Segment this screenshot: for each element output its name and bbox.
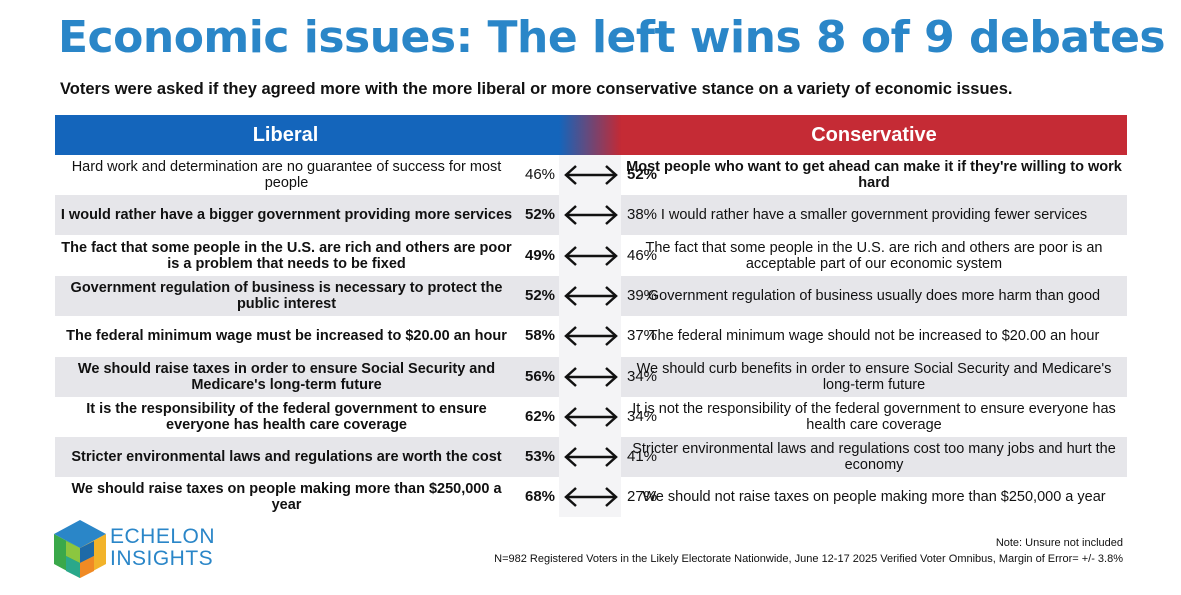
double-arrow-icon	[564, 165, 618, 185]
conservative-statement: It is not the responsibility of the fede…	[632, 400, 1116, 433]
table-row: Stricter environmental laws and regulati…	[55, 437, 1127, 478]
liberal-percent: 46%	[524, 166, 556, 183]
liberal-percent: 58%	[524, 327, 556, 345]
row-bg-conservative	[621, 356, 1127, 397]
conservative-percent: 34%	[626, 367, 658, 385]
liberal-percent: 62%	[524, 407, 556, 425]
conservative-statement: We should not raise taxes on people maki…	[642, 489, 1106, 506]
conservative-statement: We should curb benefits in order to ensu…	[636, 360, 1112, 393]
conservative-percent: 41%	[626, 448, 658, 466]
table-row: The fact that some people in the U.S. ar…	[55, 236, 1127, 276]
conservative-statement: The fact that some people in the U.S. ar…	[645, 239, 1103, 272]
liberal-header-label: Liberal	[252, 124, 319, 146]
conservative-statement: I would rather have a smaller government…	[660, 207, 1088, 224]
liberal-statement: I would rather have a bigger government …	[60, 207, 513, 224]
liberal-statement: Hard work and determination are no guara…	[71, 159, 502, 191]
liberal-statement: Stricter environmental laws and regulati…	[71, 449, 502, 466]
liberal-statement: The federal minimum wage must be increas…	[66, 328, 507, 345]
logo-line-1: ECHELON	[110, 525, 216, 548]
double-arrow-icon	[564, 447, 618, 468]
table-row: We should raise taxes in order to ensure…	[55, 356, 1127, 397]
row-bg-liberal	[55, 275, 559, 316]
liberal-header: Liberal	[55, 115, 516, 155]
double-arrow-icon	[564, 326, 618, 347]
conservative-percent: 52%	[626, 166, 658, 183]
conservative-percent: 38%	[626, 206, 658, 224]
conservative-statement: Most people who want to get ahead can ma…	[626, 159, 1122, 191]
liberal-statement: The fact that some people in the U.S. ar…	[61, 239, 512, 272]
liberal-statement: We should raise taxes in order to ensure…	[77, 360, 496, 393]
conservative-statement: The federal minimum wage should not be i…	[648, 328, 1100, 345]
row-bg-conservative	[621, 195, 1127, 236]
table-row: Government regulation of business is nec…	[55, 275, 1127, 316]
liberal-percent: 56%	[524, 367, 556, 385]
row-bg-liberal	[55, 356, 559, 397]
double-arrow-icon	[564, 406, 618, 427]
liberal-statement: We should raise taxes on people making m…	[71, 481, 502, 514]
note-text: Note: Unsure not included	[995, 537, 1123, 549]
liberal-percent: 49%	[524, 246, 556, 264]
row-bg-conservative	[621, 275, 1127, 316]
table-row: Hard work and determination are no guara…	[55, 155, 1127, 195]
logo-wordmark: ECHELON INSIGHTS	[110, 526, 215, 570]
logo-line-2: INSIGHTS	[110, 547, 214, 570]
row-bg-liberal	[55, 437, 559, 478]
conservative-header: Conservative	[621, 115, 1127, 155]
liberal-header-pct-cell	[516, 115, 559, 155]
double-arrow-icon	[564, 245, 618, 266]
row-bg-liberal	[55, 195, 559, 236]
conservative-statement: Stricter environmental laws and regulati…	[632, 441, 1116, 474]
liberal-percent: 52%	[524, 286, 556, 304]
table-row: It is the responsibility of the federal …	[55, 397, 1127, 437]
table-row: I would rather have a bigger government …	[55, 195, 1127, 236]
conservative-percent: 34%	[626, 407, 658, 425]
echelon-logo-icon	[54, 520, 106, 578]
table-row: The federal minimum wage must be increas…	[55, 316, 1127, 356]
double-arrow-icon	[564, 205, 618, 226]
double-arrow-icon	[564, 366, 618, 387]
conservative-percent: 27%	[626, 488, 658, 506]
conservative-percent: 39%	[626, 286, 658, 304]
row-bg-conservative	[621, 437, 1127, 478]
conservative-percent: 46%	[626, 246, 658, 264]
conservative-statement: Government regulation of business usuall…	[647, 287, 1101, 304]
liberal-statement: Government regulation of business is nec…	[70, 279, 503, 312]
double-arrow-icon	[564, 487, 618, 508]
conservative-header-label: Conservative	[811, 124, 937, 146]
chart-title: Economic issues: The left wins 8 of 9 de…	[58, 12, 1166, 63]
liberal-percent: 68%	[524, 488, 556, 506]
source-text: N=982 Registered Voters in the Likely El…	[494, 553, 1123, 565]
liberal-statement: It is the responsibility of the federal …	[86, 400, 487, 433]
liberal-percent: 53%	[524, 448, 556, 466]
conservative-percent: 37%	[626, 327, 658, 345]
liberal-percent: 52%	[524, 206, 556, 224]
double-arrow-icon	[564, 285, 618, 306]
chart-subtitle: Voters were asked if they agreed more wi…	[60, 80, 1013, 98]
header-gradient	[559, 115, 621, 155]
table-row: We should raise taxes on people making m…	[55, 477, 1127, 517]
